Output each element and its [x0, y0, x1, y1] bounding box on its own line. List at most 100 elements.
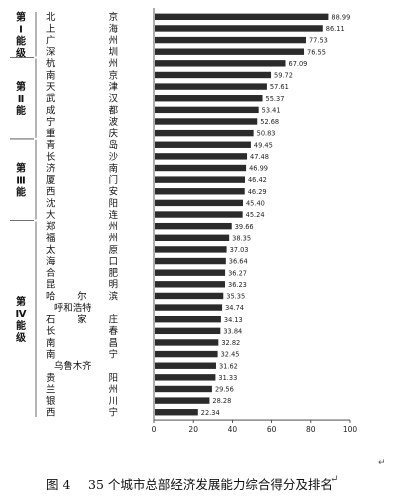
category-label: 上海: [46, 23, 119, 35]
category-label: 杭州: [46, 58, 118, 70]
value-label: 45.40: [246, 200, 265, 208]
bar: [155, 211, 243, 218]
value-label: 39.66: [235, 223, 254, 231]
bar: [155, 164, 247, 172]
bar-chart: 第 Ⅰ 能级第 Ⅱ 能第 Ⅲ 能第 Ⅳ 能级 北京上 海广 州深 圳杭 州南 京天 津武 汉成 都宁 波重 庆青 岛长…: [10, 8, 358, 434]
value-label: 57.61: [270, 83, 289, 91]
bar: [155, 397, 210, 404]
bar: [155, 246, 227, 253]
value-label: 37.03: [230, 246, 249, 254]
paragraph-mark-corner: ↵: [378, 458, 386, 468]
bar: [155, 60, 286, 67]
figure-caption: 图 4 35 个城市总部经济发展能力综合得分及排名 ↵: [0, 470, 407, 496]
value-label: 32.45: [221, 351, 240, 359]
category-label: 大连: [46, 209, 119, 221]
x-axis: 0 20 40 60 80 100: [152, 8, 358, 434]
group-labels: 第 Ⅰ 能级第 Ⅱ 能第 Ⅲ 能第 Ⅳ 能级: [15, 10, 27, 344]
bar: [155, 48, 305, 55]
bar: [155, 316, 221, 323]
category-label: 青岛: [46, 139, 118, 151]
bar: [155, 350, 218, 358]
bar: [155, 304, 223, 311]
category-label: 重庆: [46, 128, 119, 140]
value-label: 28.28: [212, 397, 231, 405]
x-tick-label: 100: [343, 425, 358, 434]
bar: [155, 36, 306, 44]
bar: [155, 13, 329, 21]
value-label: 46.29: [248, 188, 267, 196]
bar: [155, 153, 248, 160]
bar: [155, 269, 226, 276]
bars: [155, 13, 329, 416]
x-tick-label: 0: [152, 425, 157, 434]
category-label: 长春: [46, 325, 119, 337]
value-label: 36.64: [229, 258, 248, 266]
category-label: 贵阳: [46, 372, 118, 384]
category-label: 乌鲁木齐: [54, 360, 92, 372]
value-label: 59.72: [274, 72, 293, 80]
category-label: 哈尔滨: [46, 290, 119, 302]
value-label: 31.62: [219, 362, 238, 370]
value-label: 53.41: [262, 106, 281, 114]
bar: [155, 199, 243, 207]
category-label: 西安: [46, 186, 118, 198]
group-separators: [10, 12, 37, 418]
bar: [155, 106, 259, 114]
bar: [155, 327, 221, 335]
bar: [155, 234, 230, 241]
value-label: 49.45: [254, 141, 273, 149]
bar: [155, 25, 323, 32]
category-label: 济南: [46, 162, 118, 174]
value-label: 31.33: [218, 374, 237, 382]
category-label: 海口: [46, 255, 118, 267]
bar: [155, 141, 251, 148]
category-label: 石家庄: [46, 314, 118, 326]
bar: [155, 129, 254, 137]
category-label: 西宁: [46, 407, 118, 419]
category-label: 深圳: [46, 47, 118, 58]
bar: [155, 118, 258, 125]
value-label: 46.42: [248, 176, 267, 184]
category-label: 南宁: [46, 348, 118, 360]
bar: [155, 83, 267, 90]
category-label: 武汉: [46, 93, 119, 105]
value-label: 33.84: [223, 327, 242, 335]
category-label: 太原: [46, 244, 118, 256]
category-labels: 北京上 海广 州深 圳杭 州南 京天 津武 汉成 都宁 波重 庆青 岛长 沙济 南厦 门西 安沈 阳大 连郑 州福州…: [46, 11, 119, 418]
category-label: 天津: [46, 82, 118, 93]
value-label: 35.35: [226, 293, 245, 301]
value-label: 46.99: [249, 165, 268, 173]
value-label: 34.74: [225, 304, 244, 312]
figure-label: 图 4: [46, 477, 71, 492]
category-label: 宁波: [46, 116, 119, 128]
value-label: 29.56: [215, 386, 234, 394]
x-tick-label: 20: [188, 425, 198, 434]
bar: [155, 71, 272, 79]
category-label: 合肥: [46, 267, 119, 279]
category-label: 长沙: [46, 151, 118, 163]
group-label: 第 Ⅰ 能级: [15, 10, 27, 59]
bar: [155, 95, 263, 102]
bar: [155, 374, 216, 381]
category-label: 昆明: [46, 280, 118, 291]
value-label: 55.37: [266, 95, 285, 103]
value-label: 32.82: [221, 339, 240, 347]
value-label: 77.53: [309, 37, 328, 45]
category-label: 银川: [46, 395, 118, 407]
category-label: 南京: [46, 69, 118, 81]
category-label: 郑州: [46, 221, 118, 233]
value-label: 36.27: [228, 269, 247, 277]
bar: [155, 222, 232, 230]
x-tick-label: 40: [228, 425, 238, 434]
bar: [155, 281, 226, 288]
bar: [155, 188, 245, 195]
value-label: 88.99: [331, 13, 350, 21]
bar: [155, 292, 224, 300]
category-label: 兰州: [46, 383, 118, 395]
value-label: 45.24: [246, 211, 265, 219]
category-label: 成都: [46, 104, 119, 116]
category-label: 福州: [46, 232, 118, 244]
bar: [155, 362, 216, 369]
